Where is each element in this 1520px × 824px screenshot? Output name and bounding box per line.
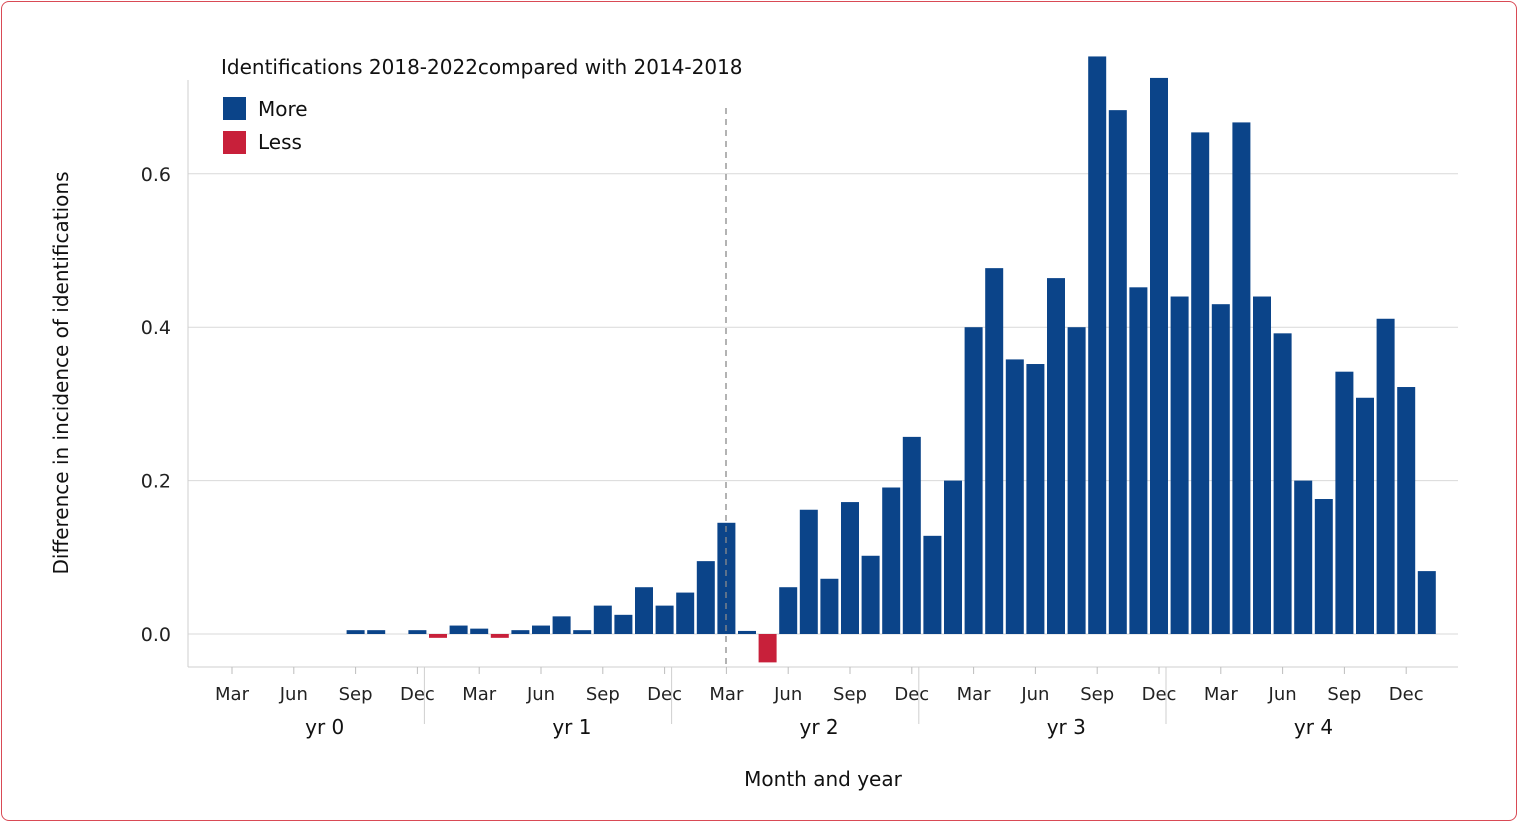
bar-more [1294, 480, 1313, 634]
x-tick-labels: Mar Jun Sep Dec Mar Jun Sep Dec Mar Jun Sep Dec Mar J… [215, 667, 1424, 705]
x-tick-label: Jun [526, 684, 555, 705]
bar-more [593, 605, 612, 634]
year-label: yr 1 [552, 715, 591, 739]
x-tick-label: Jun [773, 684, 802, 705]
bar-more [1356, 397, 1374, 634]
bar-more [1397, 387, 1416, 634]
bar-more [1067, 327, 1086, 634]
axes [187, 80, 1458, 668]
x-axis-label: Month and year [744, 767, 902, 791]
bar-more [841, 502, 859, 634]
x-tick-label: Sep [833, 684, 867, 705]
year-label: yr 0 [305, 715, 344, 739]
x-tick-label: Mar [215, 684, 250, 705]
bar-more [346, 630, 365, 634]
x-tick-label: Dec [1142, 684, 1177, 705]
bar-more [964, 327, 983, 634]
bar-more [799, 509, 818, 634]
bar-more [944, 480, 962, 634]
y-tick-labels: 0.0 0.2 0.4 0.6 [141, 164, 171, 646]
year-label: yr 2 [800, 715, 839, 739]
bar-more [1335, 371, 1354, 634]
bar-more [408, 630, 427, 634]
bar-less [758, 634, 777, 663]
bar-more [655, 605, 674, 634]
x-tick-label: Mar [462, 684, 497, 705]
y-tick-label: 0.4 [141, 317, 171, 339]
x-tick-label: Jun [1020, 684, 1049, 705]
x-tick-label: Dec [647, 684, 682, 705]
bar-more [449, 625, 468, 634]
bar-more [573, 630, 592, 634]
x-tick-label: Dec [400, 684, 435, 705]
bar-more [1191, 132, 1210, 634]
bar-more [1314, 499, 1333, 634]
bar-more [861, 555, 880, 634]
bar-more [532, 625, 550, 634]
x-tick-label: Sep [586, 684, 620, 705]
bar-more [470, 628, 489, 634]
bar-more [676, 592, 695, 634]
x-tick-label: Mar [1204, 684, 1239, 705]
chart-title: Identifications 2018-2022compared with 2… [221, 55, 743, 79]
y-tick-label: 0.2 [141, 471, 171, 493]
bar-less [429, 634, 447, 638]
bar-more [1005, 359, 1024, 634]
bar-more [1211, 304, 1230, 634]
bar-more [1108, 110, 1127, 635]
x-tick-label: Sep [1327, 684, 1361, 705]
bar-more [696, 561, 715, 634]
bar-more [1150, 77, 1168, 635]
bar-more [1129, 287, 1148, 634]
y-tick-label: 0.6 [141, 164, 171, 186]
legend-label-less: Less [258, 130, 302, 154]
bar-more [1026, 364, 1045, 634]
x-tick-label: Mar [957, 684, 992, 705]
x-tick-label: Jun [1268, 684, 1297, 705]
bar-more [779, 587, 798, 634]
bar-more [367, 630, 386, 634]
x-tick-label: Mar [709, 684, 744, 705]
y-tick-label: 0.0 [141, 624, 171, 646]
legend: More Less [223, 97, 308, 154]
bar-more [1232, 122, 1251, 634]
year-label: yr 3 [1047, 715, 1086, 739]
bar-more [635, 587, 653, 634]
bar-more [552, 616, 571, 634]
bar-more [902, 436, 921, 634]
bar-more [614, 614, 633, 634]
year-label: yr 4 [1294, 715, 1333, 739]
bar-more [1273, 333, 1292, 634]
bar-more [1417, 571, 1436, 634]
x-tick-label: Jun [279, 684, 308, 705]
legend-swatch-more [223, 97, 246, 120]
bar-more [1047, 278, 1065, 634]
bar-more [717, 522, 736, 634]
bar-less [490, 634, 509, 638]
bar-more [1088, 56, 1107, 635]
bar-more [1253, 296, 1271, 634]
x-tick-label: Dec [894, 684, 929, 705]
bar-more [882, 487, 901, 634]
x-tick-label: Dec [1389, 684, 1424, 705]
year-labels: yr 0 yr 1 yr 2 yr 3 yr 4 [305, 667, 1333, 739]
bar-more [511, 630, 530, 634]
bar-more [1170, 296, 1189, 634]
bar-more [923, 535, 942, 634]
x-tick-label: Sep [339, 684, 373, 705]
legend-label-more: More [258, 97, 308, 121]
bar-more [985, 268, 1004, 634]
bar-more [820, 578, 839, 634]
legend-swatch-less [223, 131, 246, 154]
bars [346, 56, 1436, 663]
y-axis-label: Difference in incidence of identificatio… [49, 171, 73, 574]
bar-more [1376, 318, 1395, 634]
bar-more [738, 630, 756, 634]
x-tick-label: Sep [1080, 684, 1114, 705]
